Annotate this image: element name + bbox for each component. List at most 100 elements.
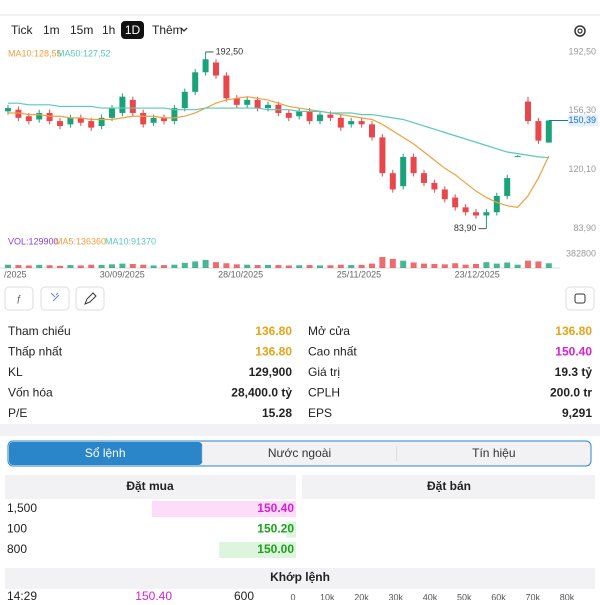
volume-bar (369, 263, 375, 268)
candle-body (119, 96, 126, 113)
candle-body (192, 72, 199, 92)
bid-price: 150.40 (257, 501, 294, 515)
candle-body (254, 99, 261, 109)
candle-body (25, 116, 32, 122)
active-tab-bg (9, 442, 203, 465)
volume-bar (36, 264, 43, 268)
draw-button[interactable] (75, 286, 105, 311)
fullscreen-button[interactable] (565, 286, 595, 311)
tab[interactable]: Sổ lệnh (85, 446, 126, 460)
candle-body (5, 108, 11, 112)
match-time: 14:29 (7, 589, 37, 600)
candle-body (400, 156, 407, 187)
stat-label: Tham chiếu (8, 324, 71, 338)
volume-bar (535, 261, 542, 268)
matched-axis-label: 60k (491, 592, 506, 600)
volume-bar (5, 264, 11, 268)
stat-value: 129,900 (249, 365, 293, 379)
candle-body (473, 212, 479, 216)
volume-bar (441, 264, 448, 268)
interval-button[interactable]: 15m (70, 23, 93, 37)
candle-body (431, 182, 438, 190)
volume-bar (525, 260, 531, 268)
tab[interactable]: Tín hiệu (472, 446, 515, 460)
volume-bar (337, 264, 344, 268)
volume-bar (421, 263, 427, 268)
volume-bar (223, 263, 230, 268)
matched-title: Khớp lệnh (270, 570, 330, 584)
candle-body (337, 117, 344, 128)
date-label: 30/09/2025 (100, 269, 145, 279)
volume-bar (275, 265, 282, 268)
volume-bar (389, 258, 396, 268)
more-button[interactable]: Thêm (152, 23, 183, 37)
ask-header-bg (302, 475, 595, 499)
candle-body (36, 112, 43, 120)
volume-bar (348, 265, 355, 268)
section-gap (0, 424, 600, 436)
candle-body (452, 197, 459, 208)
stat-value: 150.40 (555, 345, 592, 359)
matched-axis-label: 80k (560, 592, 575, 600)
stat-label: EPS (308, 406, 332, 420)
volume-bar (202, 259, 209, 268)
bid-volume: 100 (7, 522, 27, 536)
volume-bar (57, 265, 63, 268)
candle-body (358, 121, 365, 125)
magic-button[interactable] (40, 286, 70, 311)
date-label: 23/12/2025 (455, 269, 500, 279)
candle-body (15, 109, 22, 118)
volume-bar (25, 265, 32, 268)
volume-bar (88, 264, 95, 268)
volume-bar (462, 264, 469, 268)
volume-axis-label: 382800 (566, 248, 596, 258)
interval-button[interactable]: Tick (11, 23, 34, 37)
candle-body (57, 121, 63, 126)
candle-body (77, 117, 84, 123)
candle-body (462, 207, 469, 213)
interval-button[interactable]: 1D (125, 23, 141, 37)
stat-value: 200.0 tr (550, 386, 592, 400)
icon-capture (574, 293, 586, 304)
match-volume: 600 (234, 589, 254, 600)
stat-label: Mở cửa (308, 324, 350, 338)
volume-bar (213, 262, 219, 268)
stat-value: 15.28 (262, 406, 292, 420)
settings-icon[interactable] (574, 25, 586, 37)
candle-body (109, 108, 115, 118)
volume-bar (545, 263, 552, 268)
interval-button[interactable]: 1h (102, 23, 115, 37)
candle-body (441, 189, 448, 200)
candle-body (285, 112, 292, 118)
bid-price: 150.00 (257, 542, 294, 556)
candle-body (98, 117, 105, 126)
volume-bar (192, 261, 199, 268)
stat-value: 19.3 tỷ (555, 365, 593, 379)
tab[interactable]: Nước ngoài (268, 446, 331, 460)
bid-title: Đặt mua (126, 479, 174, 493)
volume-bar (483, 262, 490, 268)
volume-bar (431, 263, 438, 268)
volume-bar (171, 264, 178, 268)
y-tick-label: 192,50 (568, 46, 596, 56)
match-price: 150.40 (135, 589, 172, 600)
more-chevron[interactable] (180, 27, 188, 32)
volume-bar (254, 265, 261, 268)
volume-bar (98, 264, 105, 268)
matched-axis-label: 40k (423, 592, 438, 600)
volume-bar (473, 263, 479, 268)
bid-volume: 800 (7, 542, 27, 556)
candle-body (233, 98, 240, 105)
matched-axis-label: 70k (525, 592, 540, 600)
ask-title: Đặt bán (427, 479, 471, 493)
volume-bar (109, 264, 115, 268)
indicator-button[interactable] (4, 286, 34, 311)
candle-body (317, 114, 323, 122)
volume-bar (181, 262, 188, 268)
volume-bar (327, 265, 334, 268)
min-label: 83,90 (454, 223, 477, 233)
volume-bar (46, 265, 53, 268)
volume-bar (265, 264, 271, 268)
interval-button[interactable]: 1m (43, 23, 60, 37)
